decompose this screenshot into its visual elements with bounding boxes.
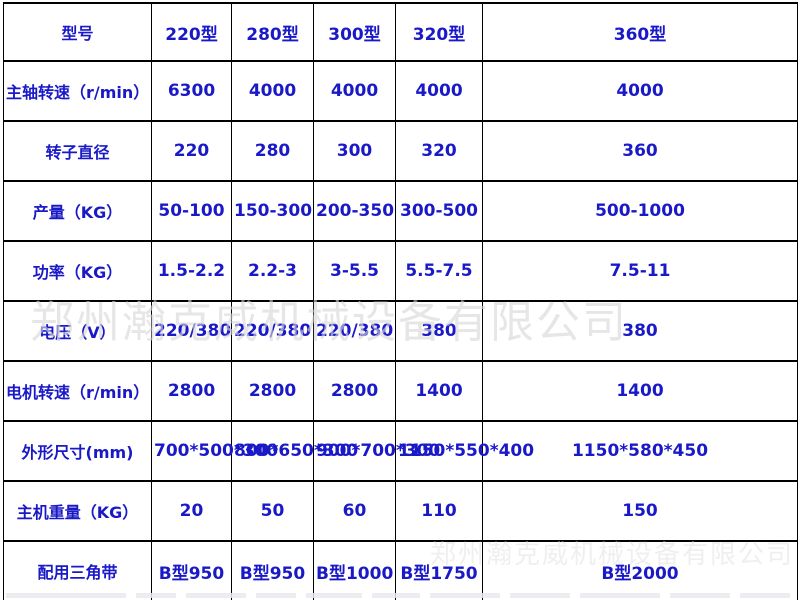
row-value: 800*650*300	[231, 420, 358, 482]
row-label: 功率（KG）	[3, 240, 152, 302]
row-label: 电压（V）	[3, 300, 152, 362]
table-row: 电机转速（r/min） 2800 2800 2800 1400 1400	[3, 360, 798, 422]
row-value: 4000	[313, 60, 396, 122]
row-value: B型2000	[482, 540, 798, 600]
table-row: 主机重量（KG） 20 50 60 110 150	[3, 480, 798, 542]
header-cell-model: 型号	[3, 2, 152, 62]
header-cell-300: 300型	[313, 2, 396, 62]
row-value: 280	[231, 120, 314, 182]
row-value: 20	[151, 480, 232, 542]
table-row: 产量（KG） 50-100 150-300 200-350 300-500 50…	[3, 180, 798, 242]
row-label: 转子直径	[3, 120, 152, 182]
row-value: 6300	[151, 60, 232, 122]
header-cell-220: 220型	[151, 2, 232, 62]
header-cell-320: 320型	[395, 2, 483, 62]
table-row: 主轴转速（r/min） 6300 4000 4000 4000 4000	[3, 60, 798, 122]
row-value: 4000	[395, 60, 483, 122]
row-value: 220/380	[313, 300, 396, 362]
table-row: 功率（KG） 1.5-2.2 2.2-3 3-5.5 5.5-7.5 7.5-1…	[3, 240, 798, 302]
row-value: 500-1000	[482, 180, 798, 242]
row-value: 1400	[482, 360, 798, 422]
row-value: 50	[231, 480, 314, 542]
row-value: 2800	[231, 360, 314, 422]
row-value: 700*500*300	[151, 420, 278, 482]
header-cell-360: 360型	[482, 2, 798, 62]
table-row: 外形尺寸(mm) 700*500*300 800*650*300 900*700…	[3, 420, 798, 482]
row-value: 380	[482, 300, 798, 362]
row-value: 7.5-11	[482, 240, 798, 302]
row-value: 300-500	[395, 180, 483, 242]
row-value: 2.2-3	[231, 240, 314, 302]
specification-table: 型号 220型 280型 300型 320型 360型 主轴转速（r/min） …	[3, 2, 798, 600]
row-value: 200-350	[313, 180, 396, 242]
row-value: 2800	[313, 360, 396, 422]
row-value: 5.5-7.5	[395, 240, 483, 302]
row-value: 220/380	[151, 300, 232, 362]
row-value: 220	[151, 120, 232, 182]
row-value: 1150*580*450	[482, 420, 798, 482]
row-value: 1150*550*400	[395, 420, 534, 482]
row-value: B型950	[151, 540, 232, 600]
row-value: 50-100	[151, 180, 232, 242]
row-value: 320	[395, 120, 483, 182]
row-value: 360	[482, 120, 798, 182]
row-value: 110	[395, 480, 483, 542]
table-header-row: 型号 220型 280型 300型 320型 360型	[3, 2, 798, 62]
cut-off-row-strip	[0, 592, 800, 600]
row-value: 300	[313, 120, 396, 182]
row-value: B型1750	[395, 540, 483, 600]
row-label: 电机转速（r/min）	[3, 360, 152, 422]
row-label: 外形尺寸(mm)	[3, 420, 152, 482]
table-row: 电压（V） 220/380 220/380 220/380 380 380	[3, 300, 798, 362]
row-value: 60	[313, 480, 396, 542]
row-value: 2800	[151, 360, 232, 422]
spec-table-container: 型号 220型 280型 300型 320型 360型 主轴转速（r/min） …	[3, 2, 798, 600]
row-label: 主机重量（KG）	[3, 480, 152, 542]
row-value: 150	[482, 480, 798, 542]
row-value: 1400	[395, 360, 483, 422]
row-value: 220/380	[231, 300, 314, 362]
spec-table-body: 型号 220型 280型 300型 320型 360型 主轴转速（r/min） …	[3, 2, 798, 600]
row-label: 主轴转速（r/min）	[3, 60, 152, 122]
row-value: 4000	[482, 60, 798, 122]
row-value: 900*700*300	[313, 420, 440, 482]
row-label: 产量（KG）	[3, 180, 152, 242]
row-value: 3-5.5	[313, 240, 396, 302]
row-value: 4000	[231, 60, 314, 122]
row-value: 1.5-2.2	[151, 240, 232, 302]
row-value: 150-300	[231, 180, 314, 242]
header-cell-280: 280型	[231, 2, 314, 62]
row-value: 380	[395, 300, 483, 362]
table-row: 配用三角带 B型950 B型950 B型1000 B型1750 B型2000	[3, 540, 798, 600]
table-row: 转子直径 220 280 300 320 360	[3, 120, 798, 182]
